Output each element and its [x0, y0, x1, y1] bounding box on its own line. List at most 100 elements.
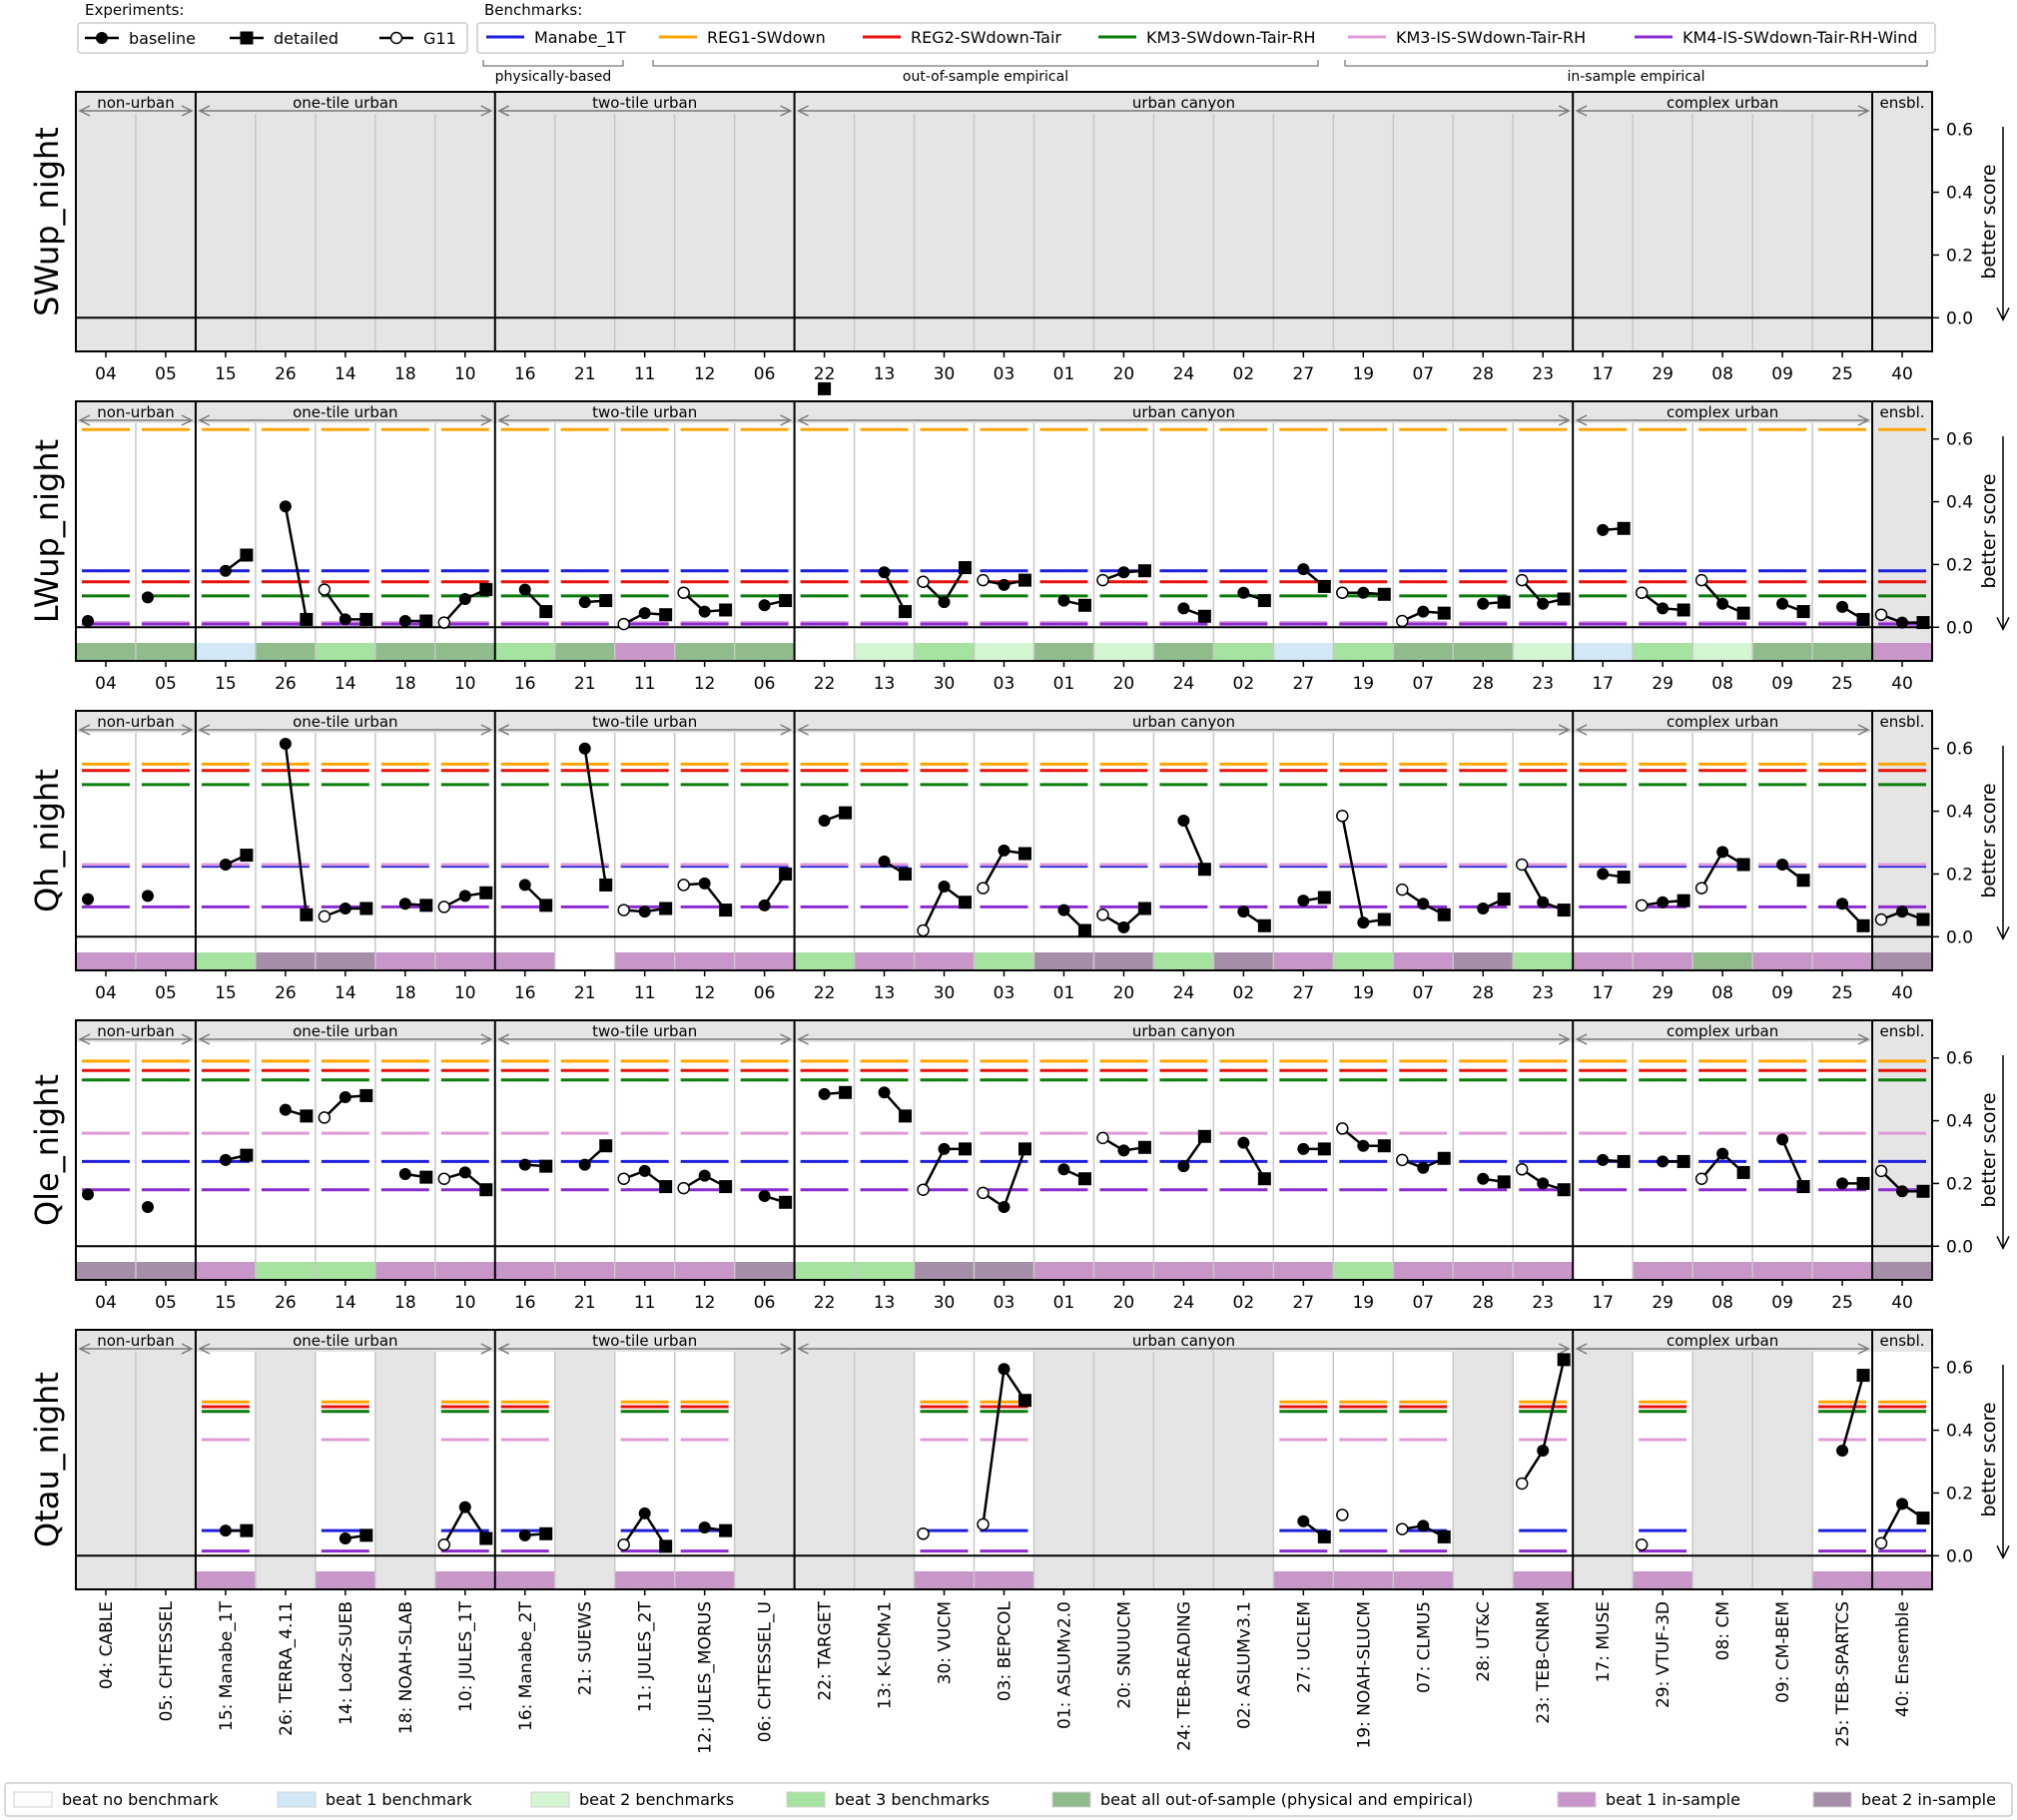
legend-benchmark-label: KM3-SWdown-Tair-RH	[1146, 28, 1316, 47]
x-tick-label-model: 28: UT&C	[1474, 1601, 1494, 1682]
panel-variable-label: Qle_night	[28, 1074, 66, 1226]
data-point-detailed	[1677, 894, 1690, 908]
group-label: complex urban	[1667, 713, 1778, 731]
beat-strip-cell	[1872, 643, 1932, 661]
group-label-bg	[1871, 94, 1934, 110]
group-label-bg	[1660, 1332, 1785, 1348]
data-point-baseline	[81, 893, 94, 906]
data-point-detailed	[300, 612, 314, 626]
column-background	[1872, 711, 1932, 970]
x-tick-label: 26	[275, 983, 297, 1003]
x-tick-label-model: 06: CHTESSEL_U	[756, 1601, 776, 1742]
beat-strip-cell	[1453, 643, 1514, 661]
arrow-left-icon	[1575, 724, 1588, 736]
data-point-detailed	[1497, 595, 1511, 609]
data-point-g11	[1694, 1172, 1708, 1185]
beat-strip-cell	[1213, 952, 1274, 970]
arrow-left-icon	[497, 1033, 510, 1045]
x-tick-label: 04	[95, 364, 117, 384]
group-label: urban canyon	[1132, 1022, 1235, 1040]
data-point-detailed	[1137, 564, 1151, 578]
data-point-baseline	[1896, 1498, 1909, 1511]
data-point-detailed	[1257, 594, 1271, 608]
arrow-left-icon	[796, 414, 809, 426]
x-tick-label-model: 19: NOAH-SLUCM	[1354, 1601, 1374, 1749]
legend-benchmarks-title: Benchmarks:	[484, 1, 582, 19]
x-tick-label: 15	[215, 364, 237, 384]
data-point-baseline	[219, 1153, 232, 1166]
x-tick-label: 19	[1352, 364, 1374, 384]
legend-group-bracket	[652, 60, 1319, 67]
data-point-detailed	[240, 548, 254, 562]
group-label-bg	[278, 1022, 412, 1038]
beat-strip-cell	[1633, 952, 1693, 970]
data-point-detailed	[599, 878, 613, 892]
data-point-baseline	[638, 607, 651, 620]
column-background	[1093, 401, 1154, 661]
x-tick-label: 17	[1592, 983, 1614, 1003]
x-tick-label: 14	[335, 983, 356, 1003]
x-tick-label: 27	[1293, 983, 1315, 1003]
group-label: urban canyon	[1132, 403, 1235, 421]
group-label-bg	[1871, 1332, 1934, 1348]
column-background	[1573, 1020, 1634, 1280]
beat-strip-cell	[674, 1262, 735, 1280]
x-tick-label: 07	[1412, 1293, 1434, 1313]
legend-beat-categories: beat no benchmark beat 1 benchmark beat 2 …	[4, 1782, 2013, 1817]
x-tick-label: 29	[1652, 364, 1674, 384]
experiment-line	[1840, 1375, 1865, 1452]
legend-benchmark-label: KM4-IS-SWdown-Tair-RH-Wind	[1682, 28, 1918, 47]
beat-strip-cell	[195, 952, 256, 970]
group-label-bg	[1660, 1022, 1785, 1038]
x-tick-label: 10	[454, 674, 476, 694]
data-point-baseline	[1297, 1142, 1310, 1155]
experiment-line	[583, 748, 607, 886]
data-point-g11	[1336, 586, 1349, 599]
data-point-detailed	[1557, 1183, 1571, 1197]
data-point-detailed	[1257, 1172, 1271, 1186]
column-background	[374, 1020, 435, 1280]
data-point-baseline	[518, 879, 531, 892]
data-point-baseline	[338, 1091, 351, 1103]
beat-strip-cell	[734, 1262, 795, 1280]
y-tick-label: 0.6	[1946, 121, 1973, 141]
data-point-detailed	[1856, 1176, 1870, 1190]
data-point-g11	[977, 1517, 990, 1531]
data-point-baseline	[1297, 563, 1310, 576]
data-point-baseline	[758, 1190, 771, 1202]
beat-strip-cell	[1752, 643, 1813, 661]
column-background	[1453, 711, 1514, 970]
data-point-baseline	[878, 855, 891, 868]
panel-LWup_night: non-urban one-tile urban two-tile urban urb…	[28, 381, 2010, 694]
column-background	[1812, 1020, 1873, 1280]
beat-strip-cell	[1153, 1262, 1214, 1280]
data-point-g11	[1635, 586, 1649, 599]
group-label: non-urban	[97, 403, 175, 421]
beat-strip-cell	[494, 1262, 555, 1280]
column-background	[1513, 401, 1574, 661]
data-point-detailed	[240, 849, 254, 863]
data-point-baseline	[1657, 896, 1670, 909]
column-background	[1153, 711, 1214, 970]
arrow-right-icon	[1857, 414, 1870, 426]
y-tick-label: 0.0	[1946, 308, 1973, 328]
column-background	[1033, 1330, 1094, 1589]
x-tick-label: 17	[1592, 674, 1614, 694]
y-tick-label: 0.0	[1946, 927, 1973, 947]
x-tick-label-model: 16: Manabe_2T	[516, 1600, 536, 1731]
arrow-right-icon	[1857, 1343, 1870, 1355]
beat-strip-cell	[374, 643, 435, 661]
beat-strip-cell	[554, 1262, 615, 1280]
data-point-detailed	[899, 1109, 913, 1123]
legend-beat-swatch	[1051, 1791, 1091, 1808]
beat-strip-cell	[734, 952, 795, 970]
data-point-detailed	[779, 594, 793, 608]
column-background	[1872, 92, 1932, 351]
data-point-baseline	[219, 859, 232, 871]
beat-strip-cell	[1393, 1262, 1454, 1280]
data-point-detailed	[659, 1539, 673, 1553]
beat-strip-cell	[914, 1262, 975, 1280]
data-point-baseline	[1237, 586, 1250, 599]
data-point-g11	[617, 1172, 630, 1185]
